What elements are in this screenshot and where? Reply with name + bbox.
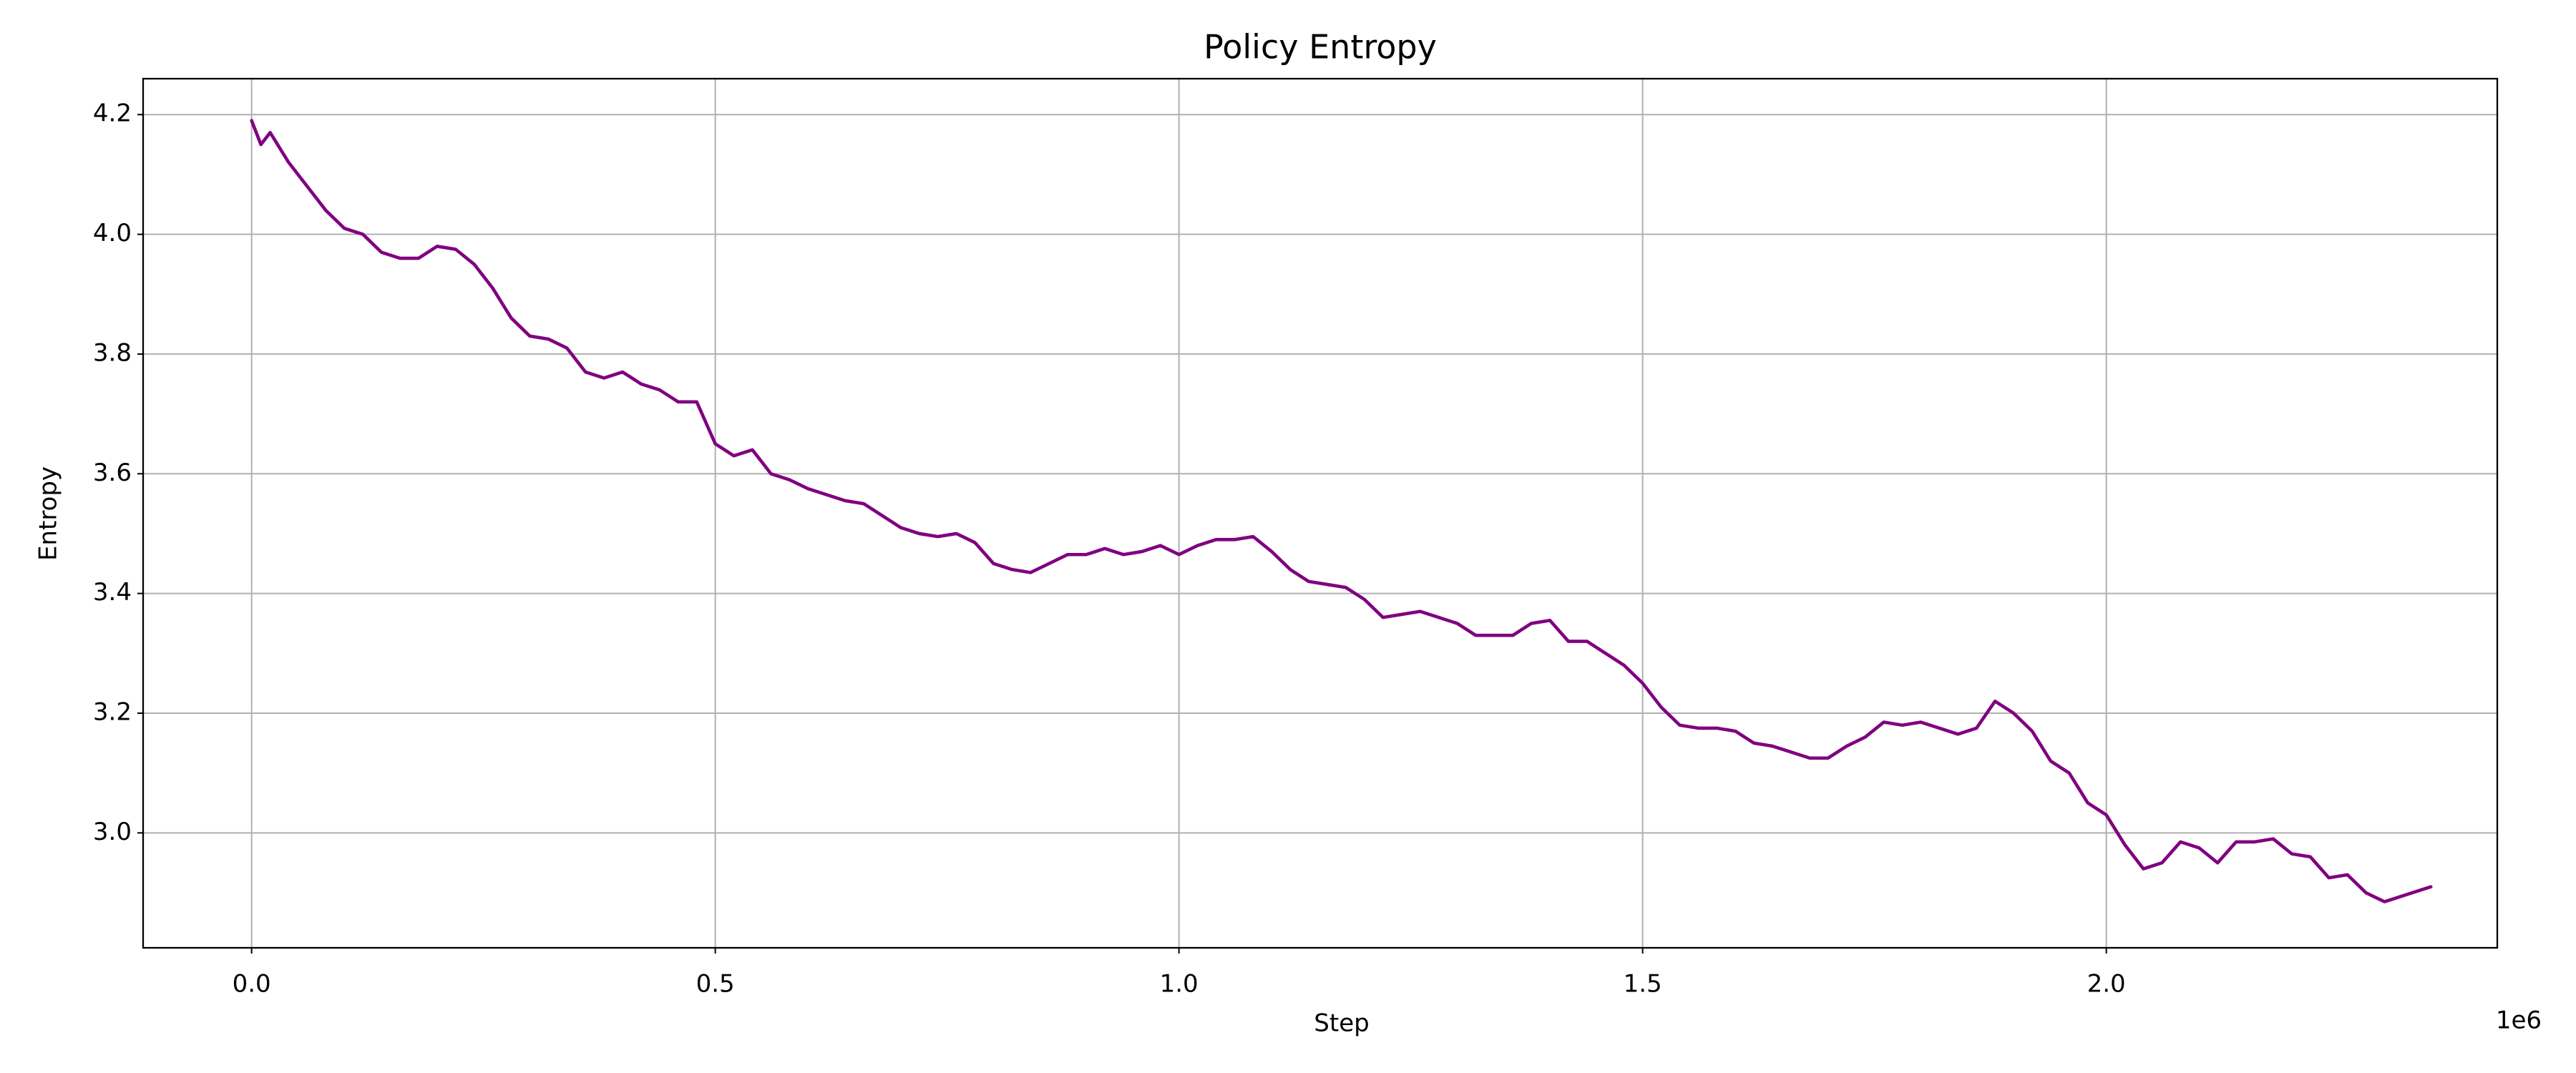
x-tick-label: 0.5 (696, 970, 735, 999)
y-tick-label: 3.8 (93, 338, 132, 367)
x-offset-label: 1e6 (2496, 1006, 2542, 1035)
x-axis-label: Step (1314, 1009, 1369, 1038)
y-tick-label: 3.0 (93, 818, 132, 846)
y-tick-label: 3.2 (93, 697, 132, 726)
y-tick-label: 3.6 (93, 459, 132, 487)
x-tick-label: 2.0 (2087, 970, 2126, 999)
plot-frame (142, 77, 2499, 949)
data-line (250, 119, 2433, 903)
chart-title: Policy Entropy (1204, 28, 1437, 67)
x-tick-label: 0.0 (233, 970, 271, 999)
y-tick-label: 4.0 (93, 219, 132, 248)
x-tick-label: 1.5 (1624, 970, 1662, 999)
y-axis-label: Entropy (34, 466, 63, 561)
x-tick-label: 1.0 (1160, 970, 1199, 999)
y-tick-label: 3.4 (93, 578, 132, 607)
y-tick-label: 4.2 (93, 99, 132, 128)
